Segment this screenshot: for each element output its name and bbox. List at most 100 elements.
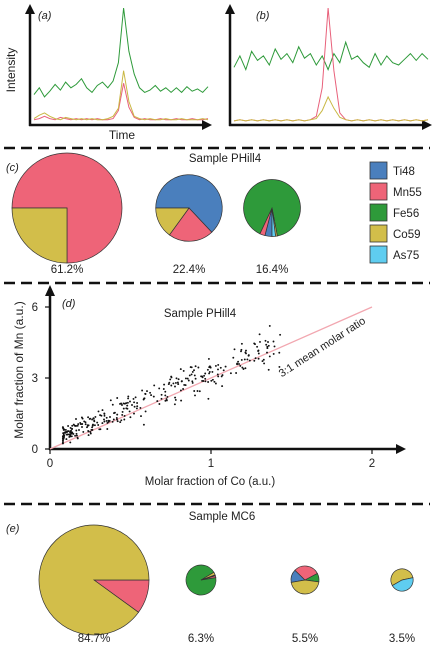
scatter-point — [193, 369, 195, 372]
scatter-point — [211, 370, 214, 373]
panel-c-pie-2-slice-ti48 — [155, 174, 223, 233]
scatter-point — [191, 380, 194, 383]
scatter-point — [127, 395, 130, 398]
legend-label-ti48: Ti48 — [393, 166, 415, 178]
scatter-point — [246, 358, 249, 361]
legend-label-mn55: Mn55 — [393, 187, 422, 199]
scatter-point — [162, 388, 165, 390]
scatter-point — [267, 368, 270, 371]
scatter-point — [244, 351, 247, 354]
scatter-point — [207, 381, 210, 383]
scatter-point — [136, 402, 139, 404]
scatter-point — [191, 381, 194, 384]
scatter-point — [229, 372, 232, 375]
panel-b-series-3 — [233, 95, 429, 122]
panel-e-pie-2-slice-co59 — [200, 571, 216, 581]
legend: Ti48 Mn55 Fe56 Co59 As75 — [369, 161, 422, 264]
panel-e-pie-label-4: 3.5% — [389, 633, 415, 645]
scatter-point — [183, 383, 186, 386]
panel-c-pie-3-slice-as75 — [271, 207, 276, 237]
scatter-point — [87, 429, 90, 432]
scatter-point — [179, 389, 182, 392]
scatter-point — [240, 342, 243, 345]
scatter-point — [164, 399, 167, 402]
scatter-point — [90, 428, 93, 431]
scatter-point — [191, 370, 194, 373]
scatter-point — [254, 343, 256, 346]
scatter-point — [61, 442, 64, 445]
scatter-point — [182, 388, 185, 390]
scatter-point — [139, 406, 142, 409]
scatter-point — [158, 387, 161, 390]
panel-c-pie-3-slice-fe56 — [243, 179, 301, 237]
scatter-point — [266, 351, 268, 354]
legend-swatch-ti48 — [369, 161, 388, 180]
scatter-point — [63, 431, 66, 434]
panel-a-series-3 — [33, 70, 209, 121]
scatter-point — [257, 350, 260, 352]
scatter-point — [239, 364, 242, 367]
panel-d-x-label: Molar fraction of Co (a.u.) — [145, 476, 276, 488]
scatter-point — [105, 416, 108, 419]
panel-d-x-arrow — [396, 444, 406, 454]
panel-e-pie-3-slice-co59 — [290, 579, 320, 595]
scatter-point — [265, 343, 268, 346]
scatter-point — [279, 333, 282, 336]
scatter-point — [101, 409, 104, 412]
scatter-point — [113, 412, 115, 415]
scatter-point — [70, 429, 72, 432]
scatter-point — [259, 340, 261, 343]
scatter-point — [235, 372, 238, 374]
legend-swatch-fe56 — [369, 203, 388, 222]
scatter-point — [69, 432, 72, 435]
scatter-point — [91, 424, 94, 427]
scatter-point — [126, 404, 129, 407]
scatter-point — [152, 395, 155, 398]
scatter-point — [141, 389, 144, 392]
scatter-point — [197, 366, 200, 369]
scatter-point — [121, 410, 124, 413]
scatter-point — [158, 403, 161, 405]
scatter-point — [83, 420, 86, 423]
scatter-point — [81, 426, 83, 428]
scatter-point — [232, 356, 235, 359]
scatter-point — [267, 344, 270, 347]
panel-d-label: (d) — [62, 298, 76, 310]
scatter-point — [143, 397, 146, 400]
scatter-point — [200, 375, 203, 378]
scatter-point — [194, 365, 197, 368]
scatter-point — [94, 415, 97, 418]
scatter-point — [89, 417, 92, 420]
y-tick-label-6: 6 — [32, 302, 38, 314]
panel-a-y-arrow — [25, 4, 35, 14]
scatter-point — [258, 333, 261, 336]
scatter-point — [221, 374, 224, 377]
scatter-point — [204, 377, 207, 380]
panel-e: (e) Sample MC6 84.7% 6.3% 5.5% 3.5% — [6, 511, 415, 645]
scatter-point — [240, 348, 243, 351]
scatter-point — [207, 357, 210, 360]
scatter-point — [144, 393, 147, 395]
scatter-point — [103, 412, 106, 415]
scatter-point — [188, 374, 191, 377]
scatter-point — [71, 427, 74, 430]
scatter-point — [97, 424, 100, 426]
scatter-point — [168, 381, 171, 384]
scatter-point — [91, 426, 94, 429]
scatter-point — [203, 374, 206, 377]
x-tick-label-2: 2 — [369, 458, 375, 470]
scatter-point — [170, 376, 173, 379]
scatter-point — [89, 432, 92, 435]
scatter-point — [121, 413, 124, 416]
panel-a: (a) Intensity Time — [4, 4, 212, 142]
scatter-point — [208, 370, 211, 373]
scatter-point — [82, 430, 85, 433]
panel-c-pie-label-1: 61.2% — [51, 264, 84, 276]
scatter-point — [142, 423, 145, 426]
scatter-point — [204, 380, 207, 383]
scatter-point — [101, 422, 104, 425]
scatter-point — [236, 363, 239, 366]
panel-d-y-label: Molar fraction of Mn (a.u.) — [12, 301, 26, 438]
scatter-point — [77, 423, 80, 426]
scatter-point — [103, 414, 106, 417]
